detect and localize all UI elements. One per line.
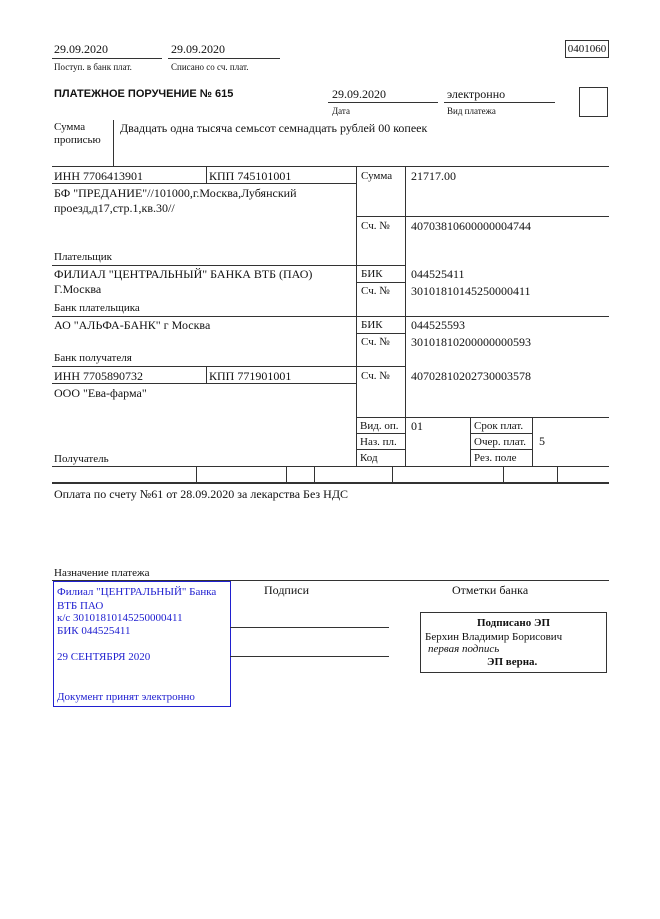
debited-label: Списано со сч. плат. (171, 62, 249, 72)
received-label: Поступ. в банк плат. (54, 62, 132, 72)
payee-bik: 044525593 (411, 318, 465, 332)
payer-inn: ИНН 7706413901 (54, 169, 143, 183)
divider (113, 120, 114, 166)
payee-name: ООО "Ева-фарма" (54, 386, 147, 400)
payer-bank-account-label: Сч. № (361, 285, 390, 297)
payee-bank-name: АО "АЛЬФА-БАНК" г Москва (54, 318, 211, 332)
amount-value: 21717.00 (411, 169, 456, 183)
stamp-line: ВТБ ПАО (57, 600, 104, 612)
payee-bank-label: Банк получателя (54, 352, 132, 364)
payer-name: БФ "ПРЕДАНИЕ"//101000,г.Москва,Лубянский (54, 186, 297, 200)
page-title: ПЛАТЕЖНОЕ ПОРУЧЕНИЕ № 615 (54, 88, 234, 100)
e-signature-role: первая подпись (428, 643, 500, 655)
payer-bank-name: ФИЛИАЛ "ЦЕНТРАЛЬНЫЙ" БАНКА ВТБ (ПАО) (54, 267, 313, 281)
signatures-label: Подписи (264, 583, 310, 597)
payee-inn: ИНН 7705890732 (54, 369, 143, 383)
amount-words-label: прописью (54, 134, 101, 146)
stamp-line: Филиал "ЦЕНТРАЛЬНЫЙ" Банка (57, 586, 217, 598)
e-signature-signer: Берхин Владимир Борисович (425, 631, 563, 643)
reserve-label: Рез. поле (474, 452, 517, 464)
purpose-label: Назначение платежа (54, 567, 150, 579)
amount-words: Двадцать одна тысяча семьсот семнадцать … (120, 121, 428, 135)
due-label: Срок плат. (474, 420, 524, 432)
payee-bank-account: 30101810200000000593 (411, 335, 531, 349)
divider (444, 102, 555, 103)
stamp-line: БИК 044525411 (57, 625, 131, 637)
received-date: 29.09.2020 (54, 42, 108, 56)
signature-line (230, 656, 389, 657)
payer-bik: 044525411 (411, 267, 465, 281)
payment-type-label: Вид платежа (447, 106, 496, 116)
bank-marks-label: Отметки банка (452, 583, 529, 597)
form-code: 0401060 (565, 40, 609, 58)
e-signature-verdict: ЭП верна. (487, 656, 538, 668)
signature-line (230, 627, 389, 628)
payer-bank-label: Банк плательщика (54, 302, 140, 314)
stamp-date: 29 СЕНТЯБРЯ 2020 (57, 651, 151, 663)
code-label: Код (360, 452, 378, 464)
amount-label: Сумма (361, 170, 393, 182)
bank-stamp: Филиал "ЦЕНТРАЛЬНЫЙ" Банка ВТБ ПАО к/с 3… (53, 581, 231, 707)
payer-bank-name: Г.Москва (54, 282, 102, 296)
empty-box (579, 87, 608, 117)
payer-bik-label: БИК (361, 268, 383, 280)
date-label: Дата (332, 106, 350, 116)
divider (168, 58, 280, 59)
payee-kpp: КПП 771901001 (209, 369, 292, 383)
payer-name: проезд,д17,стр.1,кв.30// (54, 201, 175, 215)
purpose-code-label: Наз. пл. (360, 436, 397, 448)
payee-account: 40702810202730003578 (411, 369, 531, 383)
payee-account-label: Сч. № (361, 370, 390, 382)
payer-kpp: КПП 745101001 (209, 169, 292, 183)
payee-bank-account-label: Сч. № (361, 336, 390, 348)
payment-type: электронно (447, 87, 506, 101)
priority: 5 (539, 434, 545, 448)
payer-label: Плательщик (54, 251, 112, 263)
payer-account: 40703810600000004744 (411, 219, 531, 233)
debited-date: 29.09.2020 (171, 42, 225, 56)
divider (52, 58, 162, 59)
e-signature-title: Подписано ЭП (476, 617, 551, 629)
payer-account-label: Сч. № (361, 220, 390, 232)
divider (328, 102, 438, 103)
amount-words-label: Сумма (54, 121, 86, 133)
op-type: 01 (411, 419, 423, 433)
priority-label: Очер. плат. (474, 436, 527, 448)
e-signature-box: Подписано ЭП Берхин Владимир Борисович п… (420, 612, 607, 673)
payee-bik-label: БИК (361, 319, 383, 331)
stamp-line: к/с 30101810145250000411 (57, 612, 183, 624)
stamp-status: Документ принят электронно (57, 691, 195, 703)
payee-label: Получатель (54, 453, 109, 465)
order-date: 29.09.2020 (332, 87, 386, 101)
op-type-label: Вид. оп. (360, 420, 399, 432)
payer-bank-account: 30101810145250000411 (411, 284, 531, 298)
payment-purpose: Оплата по счету №61 от 28.09.2020 за лек… (54, 487, 349, 501)
